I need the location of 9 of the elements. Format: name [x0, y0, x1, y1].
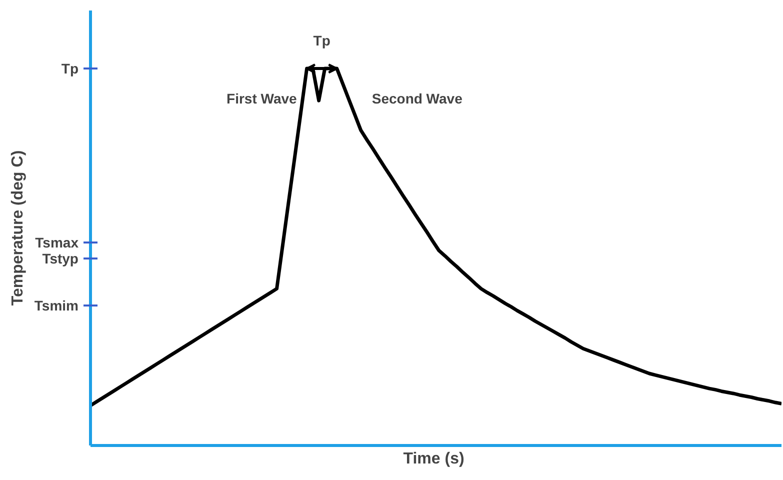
ref-line-label: Tsmax — [35, 234, 79, 251]
text: Tp — [313, 32, 330, 49]
ref-line-label: Tp — [61, 60, 79, 77]
annotation: First Wave — [226, 90, 298, 107]
ref-line-label: Tstyp — [42, 250, 79, 267]
annotation: Second Wave — [372, 90, 463, 107]
ref-line-label: Tsmim — [34, 298, 79, 314]
x-axis-title: Time (s) — [403, 450, 464, 468]
y-axis-title: Temperature (deg C) — [9, 150, 26, 306]
